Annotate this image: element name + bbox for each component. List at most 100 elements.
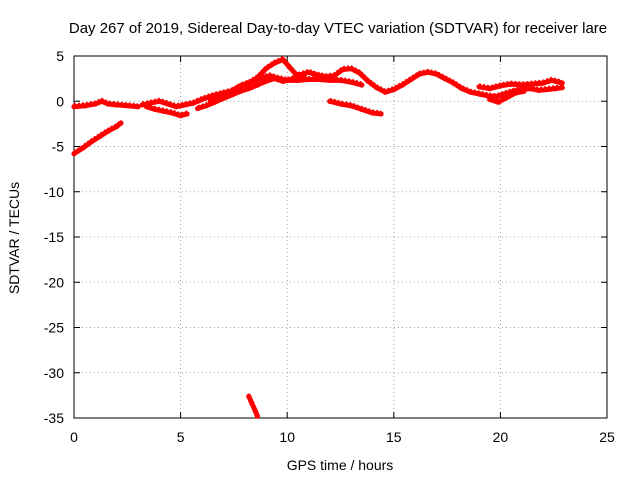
data-point: [337, 77, 344, 83]
data-point: [348, 66, 354, 72]
data-point: [450, 80, 457, 86]
data-point: [540, 80, 546, 86]
data-point: [549, 77, 555, 83]
data-point: [139, 102, 145, 108]
data-point: [433, 71, 439, 77]
data-point: [337, 101, 344, 107]
data-point: [97, 133, 103, 140]
data-point: [259, 75, 265, 81]
y-tick-label: -20: [44, 274, 64, 290]
data-point: [527, 86, 533, 92]
data-point: [263, 66, 269, 72]
data-series: [71, 55, 565, 419]
data-point: [249, 400, 255, 407]
data-point: [252, 408, 258, 414]
x-tick-label: 5: [177, 429, 185, 445]
y-tick-label: 0: [56, 93, 64, 109]
data-point: [92, 101, 98, 107]
data-point: [487, 96, 493, 102]
data-point: [459, 86, 465, 92]
data-point: [365, 78, 371, 84]
data-point: [199, 96, 205, 102]
x-tick-label: 10: [279, 429, 295, 445]
data-point: [416, 71, 422, 77]
data-point: [295, 77, 301, 83]
data-point: [165, 101, 171, 107]
data-point: [169, 110, 175, 116]
data-point: [487, 86, 493, 92]
x-tick-label: 20: [493, 429, 509, 445]
data-point: [476, 84, 482, 90]
data-point: [348, 103, 354, 109]
data-point: [114, 124, 120, 130]
data-point: [182, 102, 188, 108]
data-point: [348, 79, 354, 85]
series-segment-scatter: [146, 103, 188, 115]
data-point: [553, 86, 559, 92]
data-point: [148, 100, 154, 106]
data-point: [124, 103, 130, 109]
y-tick-label: -30: [44, 365, 64, 381]
data-point: [88, 139, 94, 145]
series-segment-scatter: [210, 72, 363, 100]
data-point: [271, 60, 277, 66]
data-point: [559, 85, 565, 91]
data-point: [359, 82, 365, 88]
data-point: [495, 99, 501, 105]
data-point: [79, 145, 86, 151]
x-tick-label: 25: [599, 429, 615, 445]
data-point: [190, 100, 196, 106]
data-point: [280, 57, 286, 63]
data-point: [476, 91, 482, 97]
data-point: [314, 72, 320, 78]
data-point: [521, 88, 527, 94]
data-point: [559, 80, 565, 86]
data-point: [178, 113, 184, 119]
data-point: [305, 69, 312, 75]
data-point: [254, 82, 260, 88]
data-point: [207, 98, 213, 104]
y-tick-label: -35: [44, 410, 64, 426]
data-point: [143, 104, 150, 110]
data-point: [327, 77, 333, 83]
data-point: [99, 98, 105, 104]
data-point: [544, 86, 550, 93]
data-point: [184, 111, 190, 117]
data-point: [246, 393, 252, 399]
y-axis-label: SDTVAR / TECUs: [6, 182, 22, 294]
x-tick-label: 15: [386, 429, 402, 445]
data-point: [497, 83, 503, 89]
data-point: [263, 78, 269, 84]
data-point: [82, 103, 88, 109]
data-point: [250, 78, 256, 84]
data-point: [114, 102, 120, 108]
data-point: [254, 413, 260, 419]
data-point: [327, 98, 333, 104]
data-point: [216, 95, 222, 101]
data-point: [519, 82, 525, 88]
series-segment-scatter: [329, 97, 382, 113]
data-point: [173, 104, 179, 110]
y-tick-label: -10: [44, 184, 64, 200]
data-point: [297, 72, 303, 78]
data-point: [156, 98, 162, 104]
series-segment: [195, 66, 565, 111]
x-tick-label: 0: [70, 429, 78, 445]
data-point: [195, 105, 201, 112]
y-tick-label: -5: [52, 139, 65, 155]
data-point: [408, 76, 414, 83]
data-point: [357, 70, 363, 76]
data-point: [284, 77, 290, 83]
x-axis-label: GPS time / hours: [287, 457, 394, 473]
data-point: [160, 108, 167, 114]
data-point: [242, 82, 248, 88]
data-point: [374, 85, 380, 91]
data-point: [233, 86, 239, 92]
data-point: [512, 90, 518, 96]
y-tick-label: -15: [44, 229, 64, 245]
data-point: [504, 95, 510, 101]
data-point: [378, 111, 384, 117]
data-point: [442, 76, 448, 82]
data-point: [316, 76, 322, 83]
